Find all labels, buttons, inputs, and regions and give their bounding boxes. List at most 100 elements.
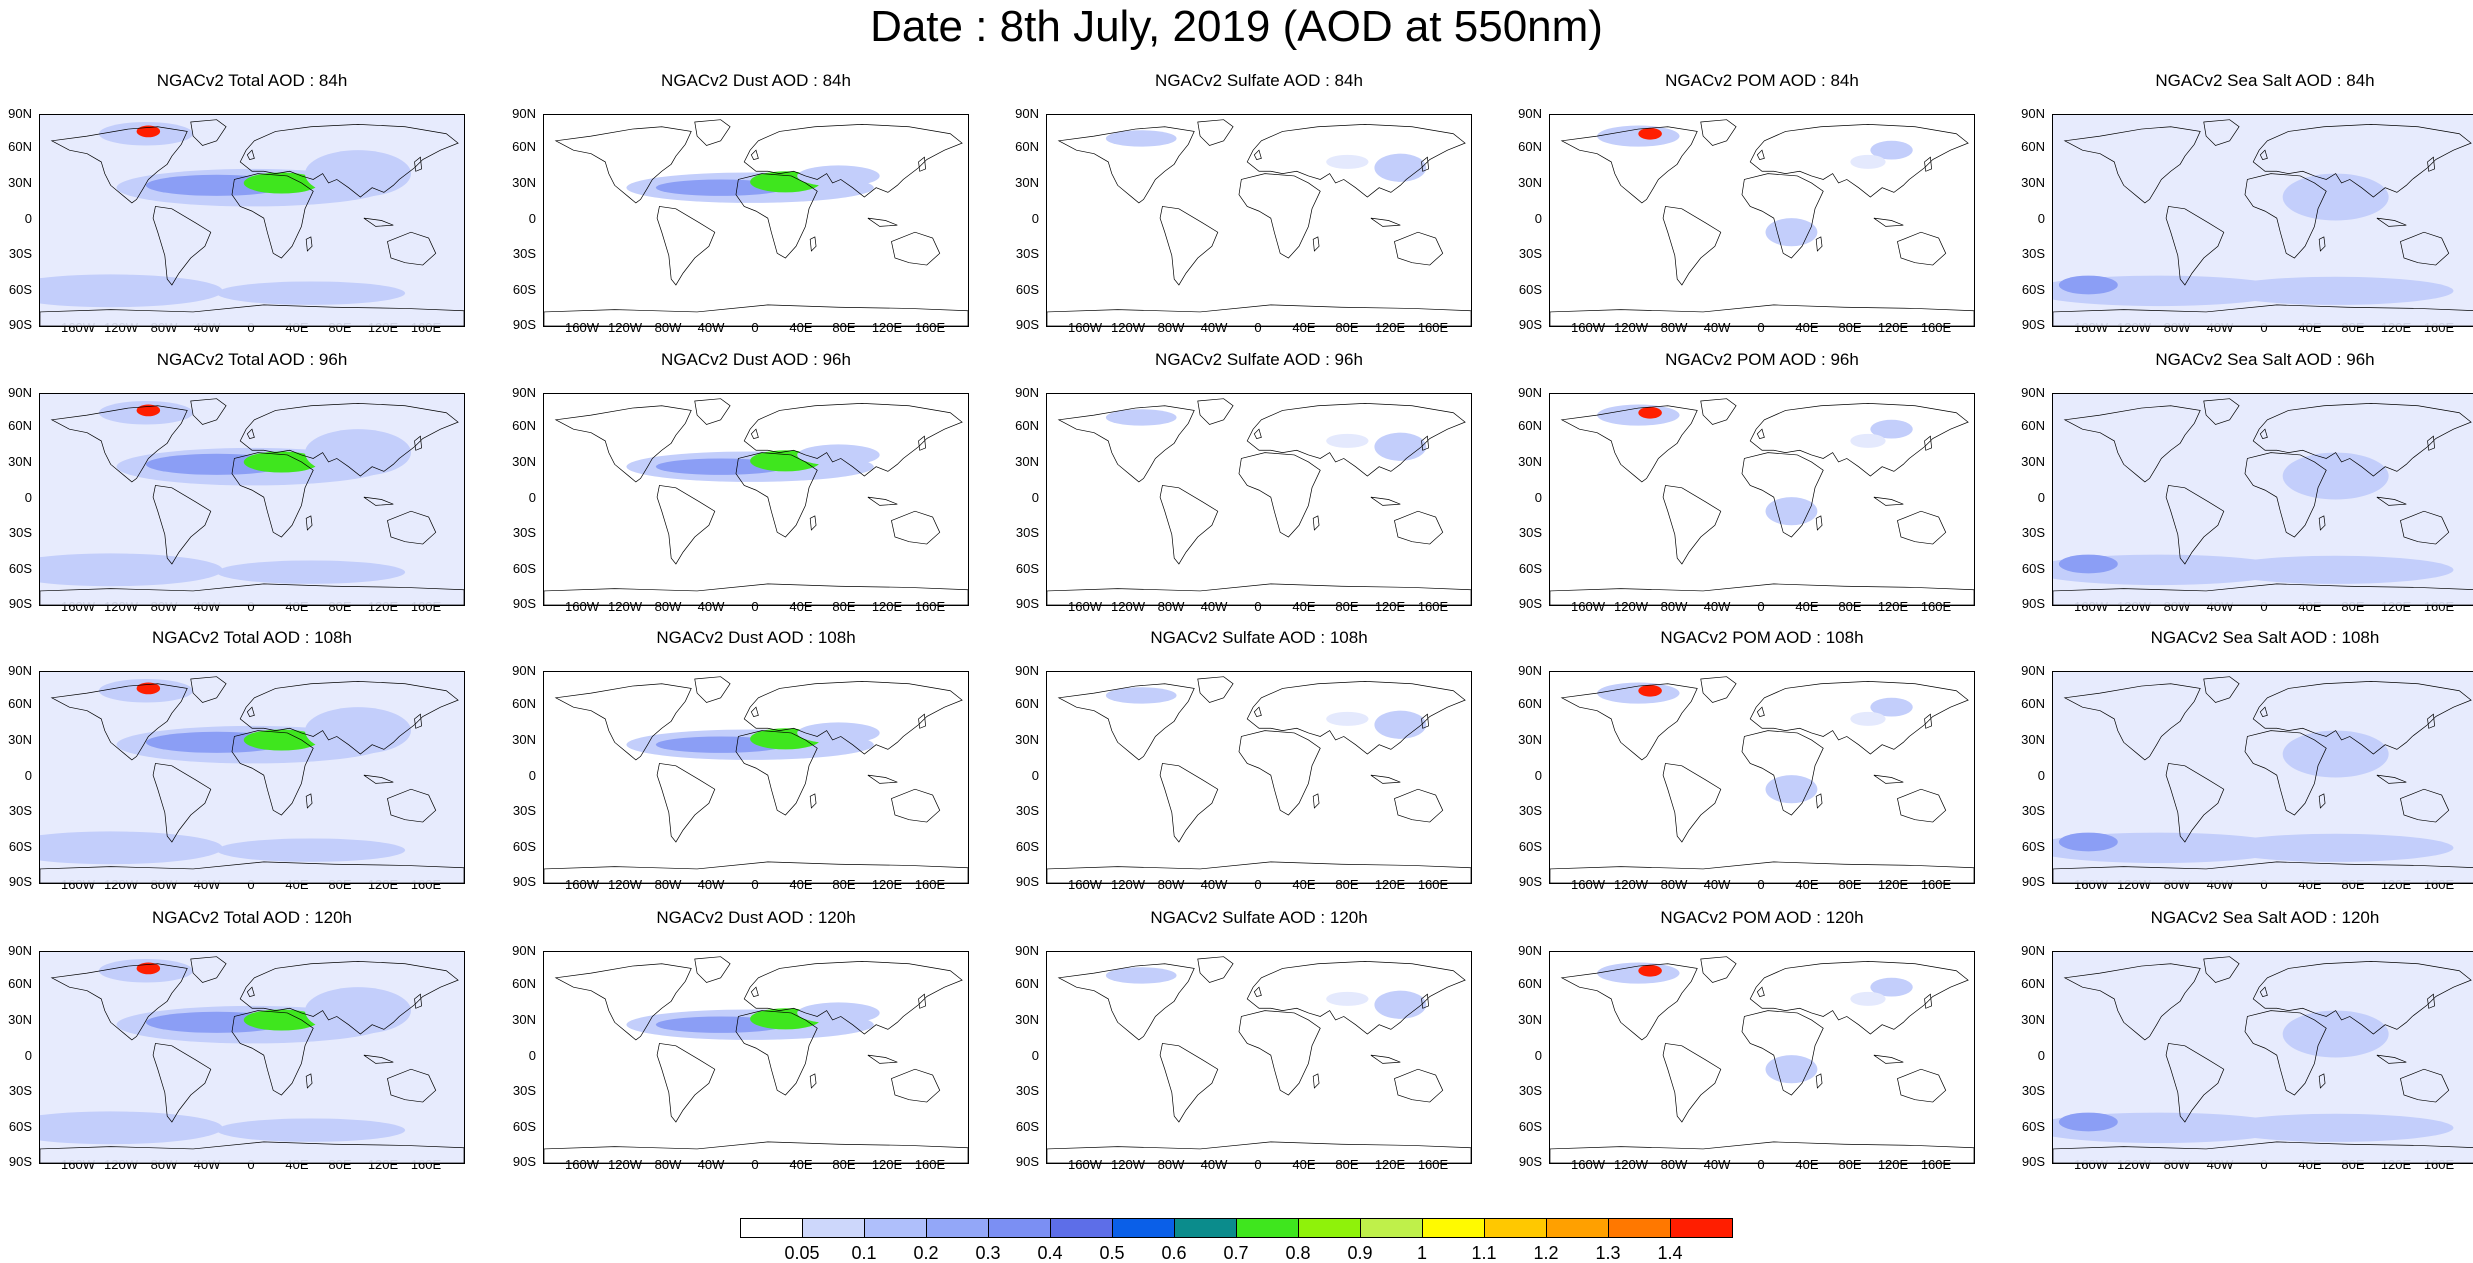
latitude-tick-label: 90N [512,106,536,121]
coastline [1394,232,1442,265]
coastline [657,1043,715,1122]
coastline [1750,961,1968,1034]
coastline [2377,497,2406,505]
latitude-tick-label: 60S [1518,561,1542,576]
coastline [1550,305,1974,326]
coastline [657,206,715,285]
latitude-tick-label: 30S [512,525,536,540]
panel-title: NGACv2 Sea Salt AOD : 108h [2150,628,2380,647]
longitude-tick-label: 80W [654,320,682,335]
longitude-tick-label: 0 [2260,320,2268,335]
coastline [1663,206,1721,285]
coastline [387,1069,435,1102]
longitude-tick-label: 0 [751,1157,759,1172]
longitude-tick-label: 160E [1920,320,1952,335]
latitude-tick-label: 0 [24,490,32,505]
longitude-tick-label: 80E [1335,320,1359,335]
coastline [744,681,962,754]
aerosol-field [1850,991,1886,1006]
latitude-tick-label: 90S [1518,1154,1542,1169]
longitude-tick-label: 0 [1757,877,1765,892]
panel-title: NGACv2 Total AOD : 96h [156,350,348,369]
coastline [364,497,393,505]
latitude-tick-label: 0 [24,211,32,226]
latitude-tick-label: 60S [1015,1119,1039,1134]
coastline [1059,127,1194,203]
latitude-tick-label: 60S [2021,561,2045,576]
longitude-tick-label: 120E [1877,1157,1909,1172]
longitude-tick-label: 160E [1417,877,1449,892]
coastline [1562,684,1697,760]
longitude-tick-label: 40E [789,320,813,335]
coastline [1247,681,1465,754]
latitude-tick-label: 60N [2021,418,2045,433]
map-frame [2052,671,2473,884]
map-panel: NGACv2 POM AOD : 84h 90N 60N 30N 0 30S 60S 90S 1… [1510,71,1975,341]
coastline [1047,305,1471,326]
longitude-tick-label: 120E [1877,599,1909,614]
longitude-tick-label: 40E [789,599,813,614]
longitude-tick-label: 120W [1111,599,1145,614]
coastline [1925,994,1932,1008]
aerosol-field [1638,684,1662,697]
map-frame [1549,114,1975,327]
longitude-tick-label: 40E [1292,1157,1316,1172]
coastline [1742,174,1823,258]
panel-title: NGACv2 POM AOD : 108h [1660,628,1864,647]
aerosol-field [1597,125,1680,147]
latitude-tick-label: 30S [8,1083,32,1098]
coastline [2065,964,2200,1040]
aerosol-field [797,444,880,466]
coastline [1160,206,1218,285]
aerosol-field [40,1111,223,1145]
latitude-tick-label: 60N [512,976,536,991]
aerosol-field [2282,730,2389,778]
coastline [810,1074,816,1088]
longitude-tick-label: 160W [565,599,599,614]
aerosol-field [243,172,320,194]
latitude-tick-label: 60S [8,839,32,854]
map-panel: NGACv2 Total AOD : 108h 90N 60N 30N 0 30S 60S 9… [0,628,465,898]
coastline [1239,731,1320,815]
coastline [52,406,187,482]
coastline [2428,994,2435,1008]
coastline [1059,406,1194,482]
latitude-tick-label: 0 [24,768,32,783]
coastline [1247,403,1465,476]
map-frame [39,671,465,884]
coastline [2053,1142,2473,1163]
coastline [868,218,897,226]
coastline [1701,399,1736,425]
coastline [2245,1011,2326,1095]
latitude-tick-label: 90N [8,663,32,678]
panel-title: NGACv2 Sulfate AOD : 96h [1155,350,1363,369]
map-frame [543,951,969,1164]
coastline [1550,1142,1974,1163]
latitude-tick-label: 60N [1518,696,1542,711]
map-frame [1046,114,1472,327]
aod-map [2053,952,2473,1163]
latitude-tick-label: 90S [1518,596,1542,611]
aod-map [1047,672,1471,883]
map-panel: NGACv2 Sulfate AOD : 96h 90N 60N 30N 0 30S 60S… [1007,350,1472,620]
aerosol-field [1326,711,1369,726]
latitude-tick-label: 0 [1534,211,1542,226]
coastline [2053,305,2473,326]
latitude-tick-label: 60N [2021,139,2045,154]
aod-map [1550,394,1974,605]
coastline [1239,453,1320,537]
latitude-tick-label: 60N [8,418,32,433]
longitude-tick-label: 0 [247,877,255,892]
figure-title: Date : 8th July, 2019 (AOD at 550nm) [870,2,1603,51]
coastline [1757,150,1764,159]
longitude-tick-label: 40W [1703,320,1731,335]
latitude-tick-label: 30S [2021,246,2045,261]
latitude-tick-label: 90S [8,874,32,889]
coastline [2166,1043,2224,1122]
aerosol-field [1765,1055,1818,1084]
coastline [868,775,897,783]
coastline [751,707,758,716]
aod-map [544,672,968,883]
aerosol-field [136,962,161,975]
aerosol-field [1105,130,1177,147]
